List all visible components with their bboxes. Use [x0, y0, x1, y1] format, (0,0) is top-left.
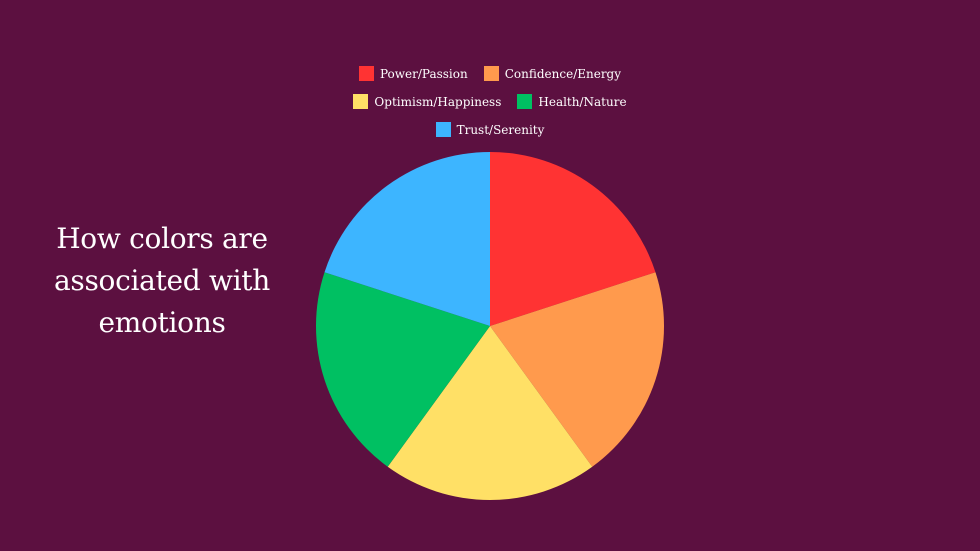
legend-item-confidence-energy[interactable]: Confidence/Energy: [483, 64, 622, 83]
chart-legend: Power/Passion Confidence/Energy Optimism…: [320, 64, 660, 139]
legend-swatch: [517, 94, 533, 109]
pie-slice-trust-serenity[interactable]: [324, 152, 490, 326]
legend-item-optimism-happiness[interactable]: Optimism/Happiness: [353, 92, 501, 111]
pie-slice-optimism-happiness[interactable]: [387, 326, 593, 501]
legend-swatch: [435, 122, 451, 137]
legend-item-power-passion[interactable]: Power/Passion: [358, 64, 468, 83]
legend-label: Health/Nature: [538, 94, 627, 109]
chart-title: How colors are associated with emotions: [54, 222, 270, 339]
legend-item-health-nature[interactable]: Health/Nature: [517, 92, 627, 111]
pie-slice-power-passion[interactable]: [490, 152, 656, 326]
legend-swatch: [483, 66, 499, 81]
pie-slice-confidence-energy[interactable]: [490, 272, 664, 467]
legend-label: Optimism/Happiness: [374, 94, 502, 109]
pie-slice-health-nature[interactable]: [316, 272, 490, 467]
legend-swatch: [358, 66, 374, 81]
legend-item-trust-serenity[interactable]: Trust/Serenity: [435, 120, 545, 139]
legend-label: Power/Passion: [379, 66, 468, 81]
pie-chart: [316, 152, 664, 501]
legend-swatch: [353, 94, 369, 109]
legend-label: Confidence/Energy: [504, 66, 622, 81]
legend-label: Trust/Serenity: [456, 122, 545, 137]
